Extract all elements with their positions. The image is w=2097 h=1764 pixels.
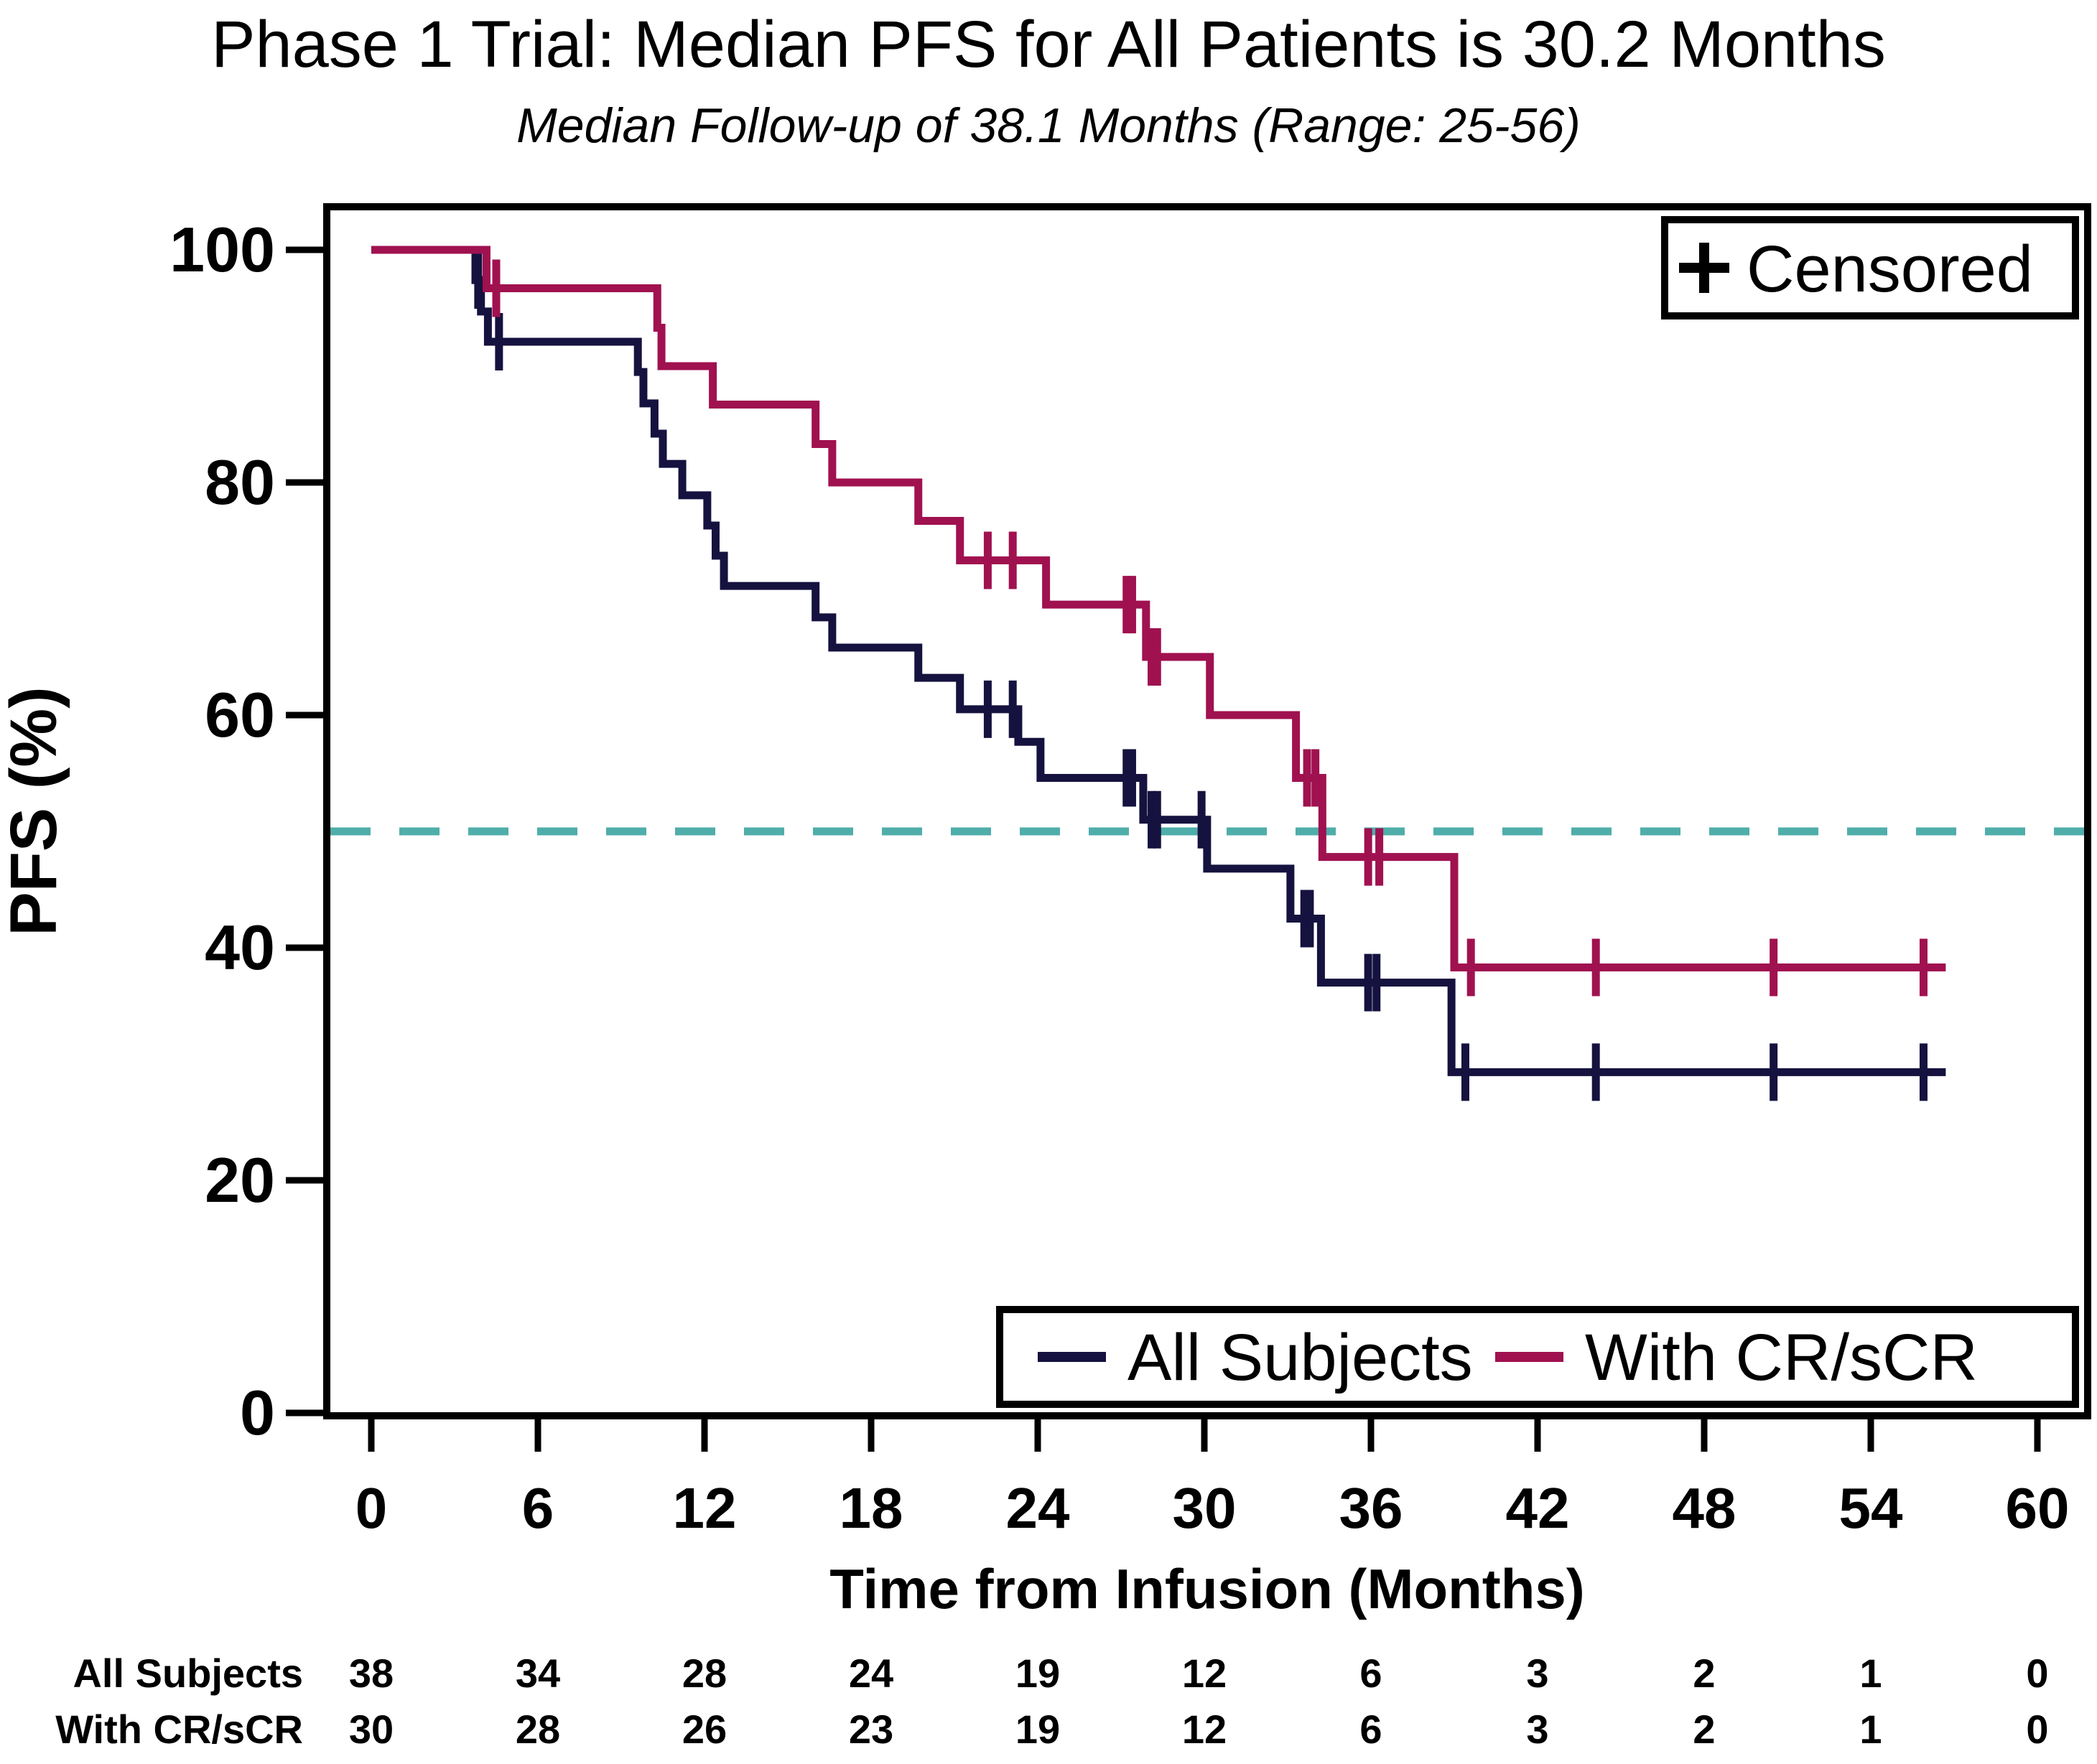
risk-count: 38	[349, 1651, 394, 1696]
x-tick-label: 18	[840, 1476, 903, 1540]
risk-table-label-with-crscr: With CR/sCR	[55, 1707, 303, 1752]
risk-count: 23	[849, 1707, 893, 1752]
x-tick-label: 30	[1173, 1476, 1237, 1540]
y-axis-title: PFS (%)	[0, 686, 70, 936]
km-curve-with-crscr	[371, 246, 1946, 972]
x-tick-label: 24	[1006, 1476, 1070, 1540]
y-tick-label: 0	[240, 1377, 275, 1448]
risk-count: 30	[349, 1707, 394, 1752]
chart-title: Phase 1 Trial: Median PFS for All Patien…	[211, 8, 1886, 81]
risk-count: 0	[2026, 1707, 2048, 1752]
risk-count: 2	[1693, 1707, 1715, 1752]
legend-label-with-crscr: With CR/sCR	[1585, 1321, 1978, 1394]
risk-count: 1	[1859, 1651, 1882, 1696]
risk-count: 3	[1526, 1707, 1548, 1752]
risk-count: 28	[682, 1651, 727, 1696]
risk-count: 19	[1015, 1707, 1060, 1752]
risk-count: 1	[1859, 1707, 1882, 1752]
legend-label-all-subjects: All Subjects	[1127, 1321, 1473, 1394]
censored-plus-icon	[1679, 243, 1729, 293]
y-tick-label: 20	[205, 1144, 275, 1215]
censored-legend: Censored	[1661, 216, 2079, 319]
x-tick-label: 36	[1339, 1476, 1403, 1540]
x-tick-label: 42	[1506, 1476, 1570, 1540]
y-tick-label: 60	[205, 679, 275, 750]
x-tick-label: 6	[522, 1476, 554, 1540]
risk-count: 6	[1359, 1651, 1382, 1696]
x-tick-label: 12	[673, 1476, 737, 1540]
x-tick-label: 0	[355, 1476, 388, 1540]
risk-table-label-all-subjects: All Subjects	[73, 1651, 303, 1696]
y-tick-label: 80	[205, 447, 275, 518]
chart-subtitle: Median Follow-up of 38.1 Months (Range: …	[516, 98, 1581, 153]
risk-count: 6	[1359, 1707, 1382, 1752]
censored-legend-label: Censored	[1747, 233, 2033, 306]
censored-legend-box	[1661, 216, 2079, 319]
km-curve-all-subjects	[371, 246, 1946, 1076]
risk-count: 26	[682, 1707, 727, 1752]
x-tick-label: 48	[1673, 1476, 1736, 1540]
x-axis-title: Time from Infusion (Months)	[829, 1557, 1584, 1620]
risk-count: 3	[1526, 1651, 1548, 1696]
y-tick-label: 100	[169, 214, 275, 285]
series-legend: All Subjects With CR/sCR	[996, 1306, 2079, 1408]
plot-frame	[323, 203, 2091, 1419]
x-tick-label: 60	[2006, 1476, 2070, 1540]
risk-count: 34	[516, 1651, 560, 1696]
risk-count: 24	[849, 1651, 893, 1696]
x-tick-label: 54	[1839, 1476, 1903, 1540]
risk-count: 28	[516, 1707, 560, 1752]
risk-count: 12	[1182, 1651, 1227, 1696]
risk-count: 0	[2026, 1651, 2048, 1696]
y-tick-label: 40	[205, 912, 275, 983]
risk-count: 12	[1182, 1707, 1227, 1752]
risk-count: 2	[1693, 1651, 1715, 1696]
risk-count: 19	[1015, 1651, 1060, 1696]
